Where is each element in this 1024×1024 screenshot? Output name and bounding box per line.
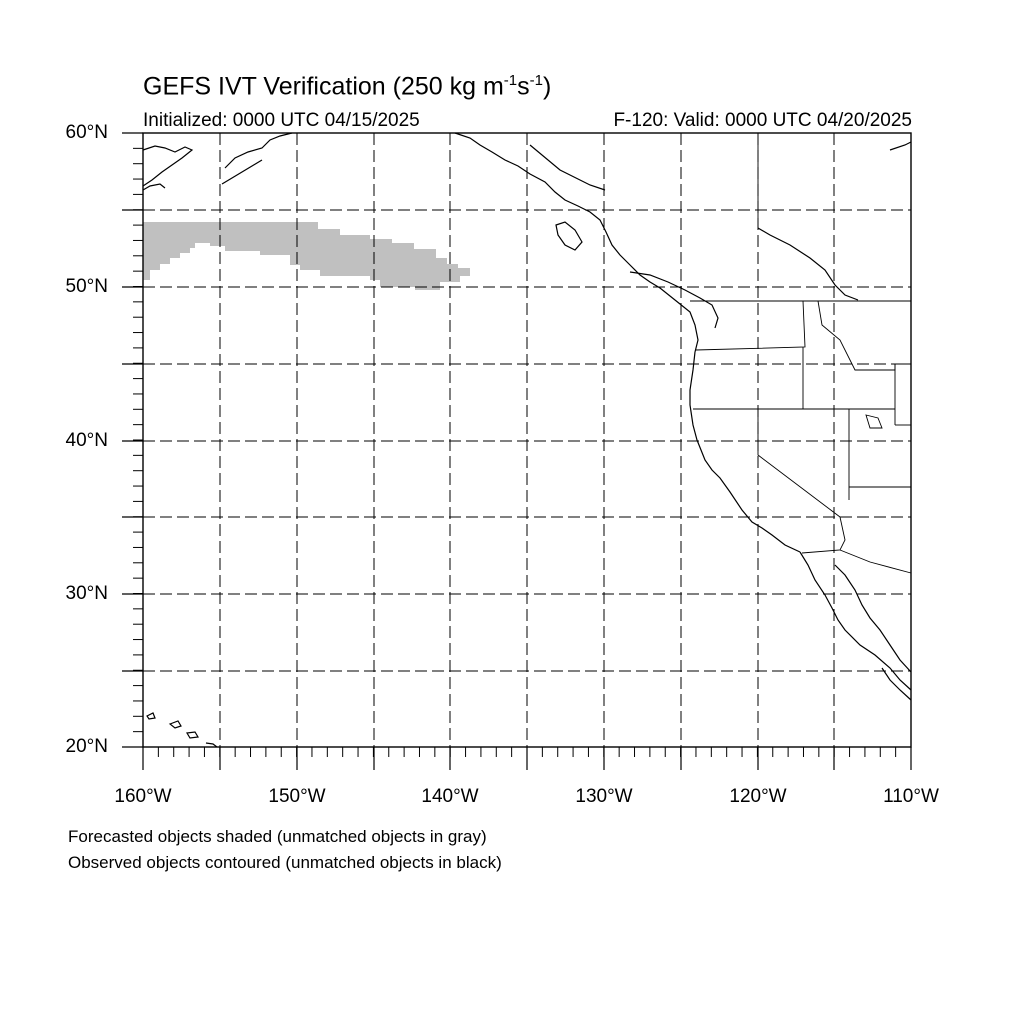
coastlines: [142, 132, 912, 748]
lat-label-30n: 30°N: [65, 583, 108, 604]
lat-label-60n: 60°N: [65, 122, 108, 143]
lat-label-20n: 20°N: [65, 736, 108, 757]
lat-label-40n: 40°N: [65, 430, 108, 451]
forecast-legend-note: Forecasted objects shaded (unmatched obj…: [68, 827, 487, 846]
observed-legend-note: Observed objects contoured (unmatched ob…: [68, 853, 502, 872]
lon-label-110w: 110°W: [883, 786, 939, 807]
unmatched-forecast-object: [143, 222, 470, 290]
lon-label-120w: 120°W: [729, 786, 787, 807]
map-title: GEFS IVT Verification (250 kg m-1s-1): [143, 72, 552, 101]
valid-time: F-120: Valid: 0000 UTC 04/20/2025: [613, 110, 912, 131]
minor-ticks: [133, 132, 912, 757]
lon-label-160w: 160°W: [114, 786, 172, 807]
lat-lon-grid: [143, 133, 911, 747]
initialized-time: Initialized: 0000 UTC 04/15/2025: [143, 110, 420, 131]
state-borders: [690, 133, 912, 574]
lat-label-50n: 50°N: [65, 276, 108, 297]
lon-label-150w: 150°W: [268, 786, 326, 807]
lon-label-140w: 140°W: [421, 786, 479, 807]
lon-label-130w: 130°W: [575, 786, 633, 807]
